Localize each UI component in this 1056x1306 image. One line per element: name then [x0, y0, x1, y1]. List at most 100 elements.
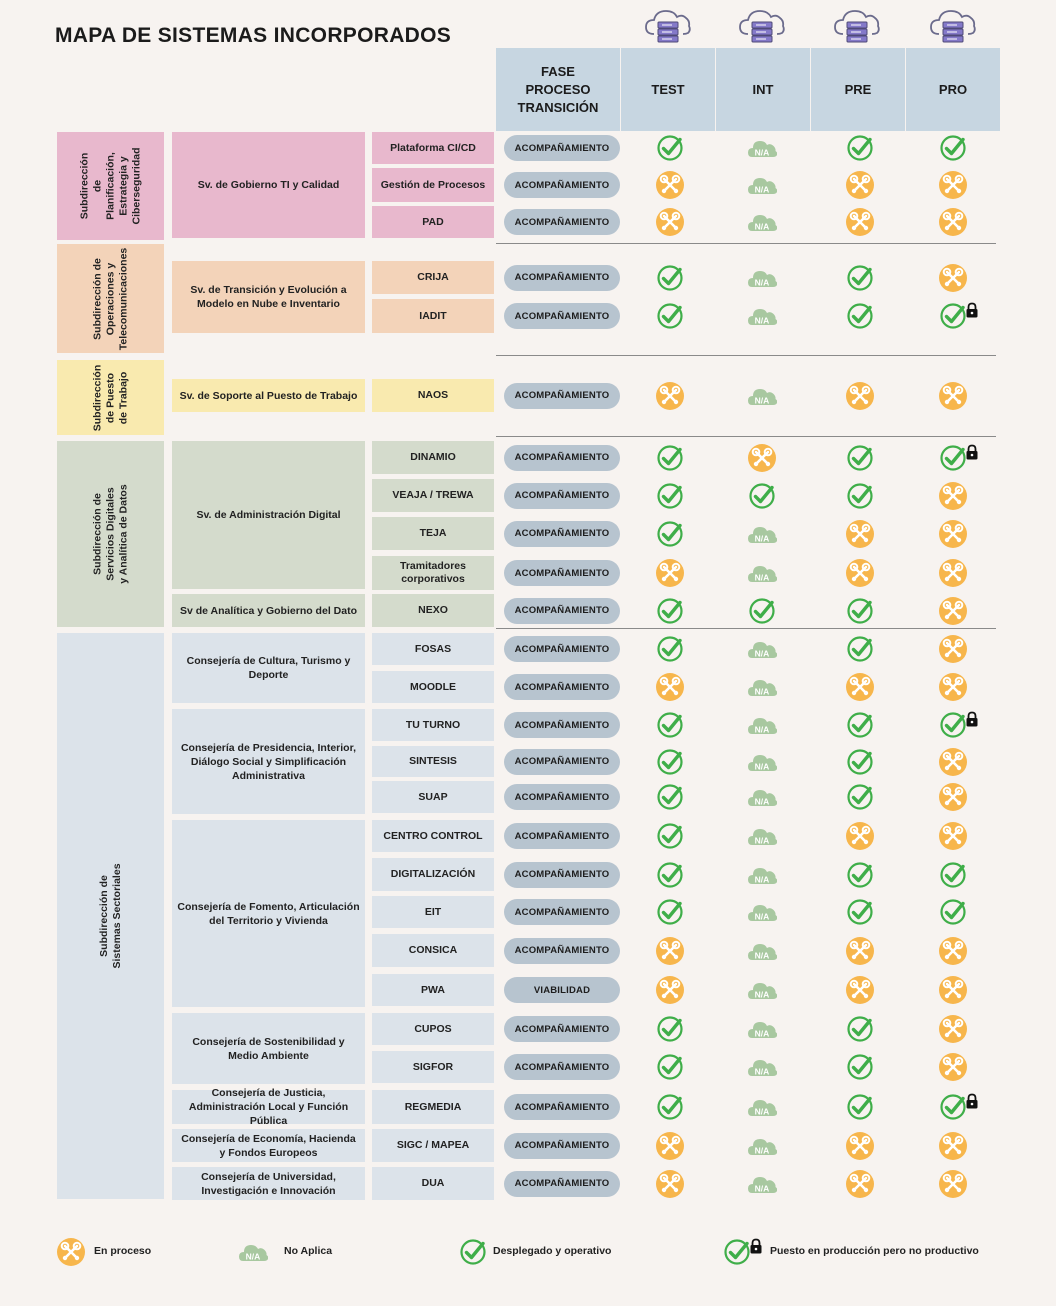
- phase-badge: ACOMPAÑAMIENTO: [504, 264, 620, 291]
- svg-text:N/A: N/A: [755, 222, 770, 232]
- service-box: Consejería de Cultura, Turismo y Deporte: [172, 633, 365, 703]
- system-name: SIGFOR: [372, 1051, 494, 1083]
- check-circle-icon: [938, 897, 968, 927]
- check-circle-icon: [655, 747, 685, 777]
- phase-badge: ACOMPAÑAMIENTO: [504, 784, 620, 810]
- not-applicable-cloud-icon: N/A: [747, 381, 777, 411]
- check-lock-icon: [938, 443, 986, 473]
- wrench-in-progress-icon: [845, 519, 875, 549]
- legend-wrench-in-progress-icon: [56, 1237, 86, 1267]
- wrench-in-progress-icon: [845, 821, 875, 851]
- svg-text:N/A: N/A: [755, 687, 770, 697]
- check-circle-icon: [655, 782, 685, 812]
- subdirection-planning: Subdirección de Planificación, Estrategia y…: [57, 132, 164, 240]
- wrench-in-progress-icon: [938, 975, 968, 1005]
- check-circle-icon: [655, 821, 685, 851]
- service-box: Sv. de Gobierno TI y Calidad: [172, 132, 365, 238]
- wrench-in-progress-icon: [938, 672, 968, 702]
- check-circle-icon: [845, 133, 875, 163]
- legend-not-applicable-cloud-icon: N/A: [238, 1237, 268, 1267]
- svg-text:N/A: N/A: [755, 990, 770, 1000]
- svg-text:N/A: N/A: [755, 797, 770, 807]
- check-circle-icon: [655, 634, 685, 664]
- svg-text:N/A: N/A: [755, 1067, 770, 1077]
- system-name: IADIT: [372, 299, 494, 333]
- wrench-in-progress-icon: [655, 936, 685, 966]
- phase-badge: ACOMPAÑAMIENTO: [504, 303, 620, 329]
- phase-badge: ACOMPAÑAMIENTO: [504, 674, 620, 700]
- system-name: SINTESIS: [372, 746, 494, 777]
- not-applicable-cloud-icon: N/A: [747, 558, 777, 588]
- system-name: REGMEDIA: [372, 1090, 494, 1124]
- phase-badge: ACOMPAÑAMIENTO: [504, 482, 620, 509]
- legend-label: No Aplica: [284, 1245, 333, 1257]
- system-name: VEAJA / TREWA: [372, 479, 494, 512]
- check-circle-icon: [655, 519, 685, 549]
- system-name: DINAMIO: [372, 441, 494, 474]
- header-phase-line-2: PROCESO: [525, 81, 591, 97]
- not-applicable-cloud-icon: N/A: [747, 1014, 777, 1044]
- phase-badge: ACOMPAÑAMIENTO: [504, 597, 620, 624]
- svg-text:N/A: N/A: [755, 1145, 770, 1155]
- system-name: NAOS: [372, 379, 494, 412]
- wrench-in-progress-icon: [845, 1131, 875, 1161]
- wrench-in-progress-icon: [938, 1169, 968, 1199]
- svg-text:N/A: N/A: [755, 185, 770, 195]
- check-circle-icon: [655, 1052, 685, 1082]
- legend-label: Desplegado y operativo: [493, 1245, 612, 1257]
- wrench-in-progress-icon: [938, 381, 968, 411]
- wrench-in-progress-icon: [938, 1131, 968, 1161]
- legend-label: En proceso: [94, 1245, 152, 1257]
- system-name: SIGC / MAPEA: [372, 1129, 494, 1162]
- not-applicable-cloud-icon: N/A: [747, 710, 777, 740]
- subdirection-sectorial: Subdirección de Sistemas Sectoriales: [57, 633, 164, 1199]
- check-circle-icon: [845, 860, 875, 890]
- svg-text:N/A: N/A: [755, 1183, 770, 1193]
- check-circle-icon: [845, 634, 875, 664]
- subdirection-workplace-label: Subdirección de Puesto de Trabajo: [91, 364, 129, 431]
- subdirection-operations-label: Subdirección de Operaciones y Telecomunica…: [91, 247, 129, 350]
- svg-text:N/A: N/A: [755, 316, 770, 326]
- row-separator: [496, 628, 996, 629]
- system-name: DUA: [372, 1167, 494, 1200]
- phase-badge: ACOMPAÑAMIENTO: [504, 444, 620, 471]
- service-box: Consejería de Sostenibilidad y Medio Amb…: [172, 1013, 365, 1084]
- legend-label: Puesto en producción pero no productivo: [770, 1245, 979, 1257]
- system-name: DIGITALIZACIÓN: [372, 858, 494, 891]
- system-name: CENTRO CONTROL: [372, 820, 494, 852]
- svg-text:N/A: N/A: [755, 649, 770, 659]
- wrench-in-progress-icon: [938, 936, 968, 966]
- phase-badge: ACOMPAÑAMIENTO: [504, 899, 620, 925]
- server-cloud-icon: [929, 8, 977, 48]
- phase-badge: ACOMPAÑAMIENTO: [504, 172, 620, 198]
- check-circle-icon: [845, 443, 875, 473]
- check-circle-icon: [655, 596, 685, 626]
- header-env-test: TEST: [621, 48, 715, 131]
- not-applicable-cloud-icon: N/A: [747, 1131, 777, 1161]
- check-circle-icon: [747, 481, 777, 511]
- system-name: CUPOS: [372, 1013, 494, 1045]
- phase-badge: ACOMPAÑAMIENTO: [504, 135, 620, 161]
- svg-text:N/A: N/A: [755, 874, 770, 884]
- not-applicable-cloud-icon: N/A: [747, 747, 777, 777]
- service-box: Consejería de Justicia, Administración L…: [172, 1087, 365, 1127]
- system-name: TU TURNO: [372, 709, 494, 741]
- wrench-in-progress-icon: [655, 170, 685, 200]
- not-applicable-cloud-icon: N/A: [747, 207, 777, 237]
- not-applicable-cloud-icon: N/A: [747, 821, 777, 851]
- wrench-in-progress-icon: [845, 381, 875, 411]
- service-box: Sv. de Transición y Evolución a Modelo e…: [172, 261, 365, 333]
- not-applicable-cloud-icon: N/A: [747, 519, 777, 549]
- not-applicable-cloud-icon: N/A: [747, 975, 777, 1005]
- wrench-in-progress-icon: [845, 975, 875, 1005]
- header-phase-line-3: TRANSICIÓN: [517, 99, 599, 115]
- wrench-in-progress-icon: [938, 782, 968, 812]
- service-box: Consejería de Presidencia, Interior, Diá…: [172, 709, 365, 814]
- check-circle-icon: [845, 782, 875, 812]
- wrench-in-progress-icon: [845, 207, 875, 237]
- check-circle-icon: [655, 860, 685, 890]
- wrench-in-progress-icon: [938, 519, 968, 549]
- system-name: MOODLE: [372, 671, 494, 703]
- check-circle-icon: [655, 897, 685, 927]
- phase-badge: ACOMPAÑAMIENTO: [504, 1094, 620, 1120]
